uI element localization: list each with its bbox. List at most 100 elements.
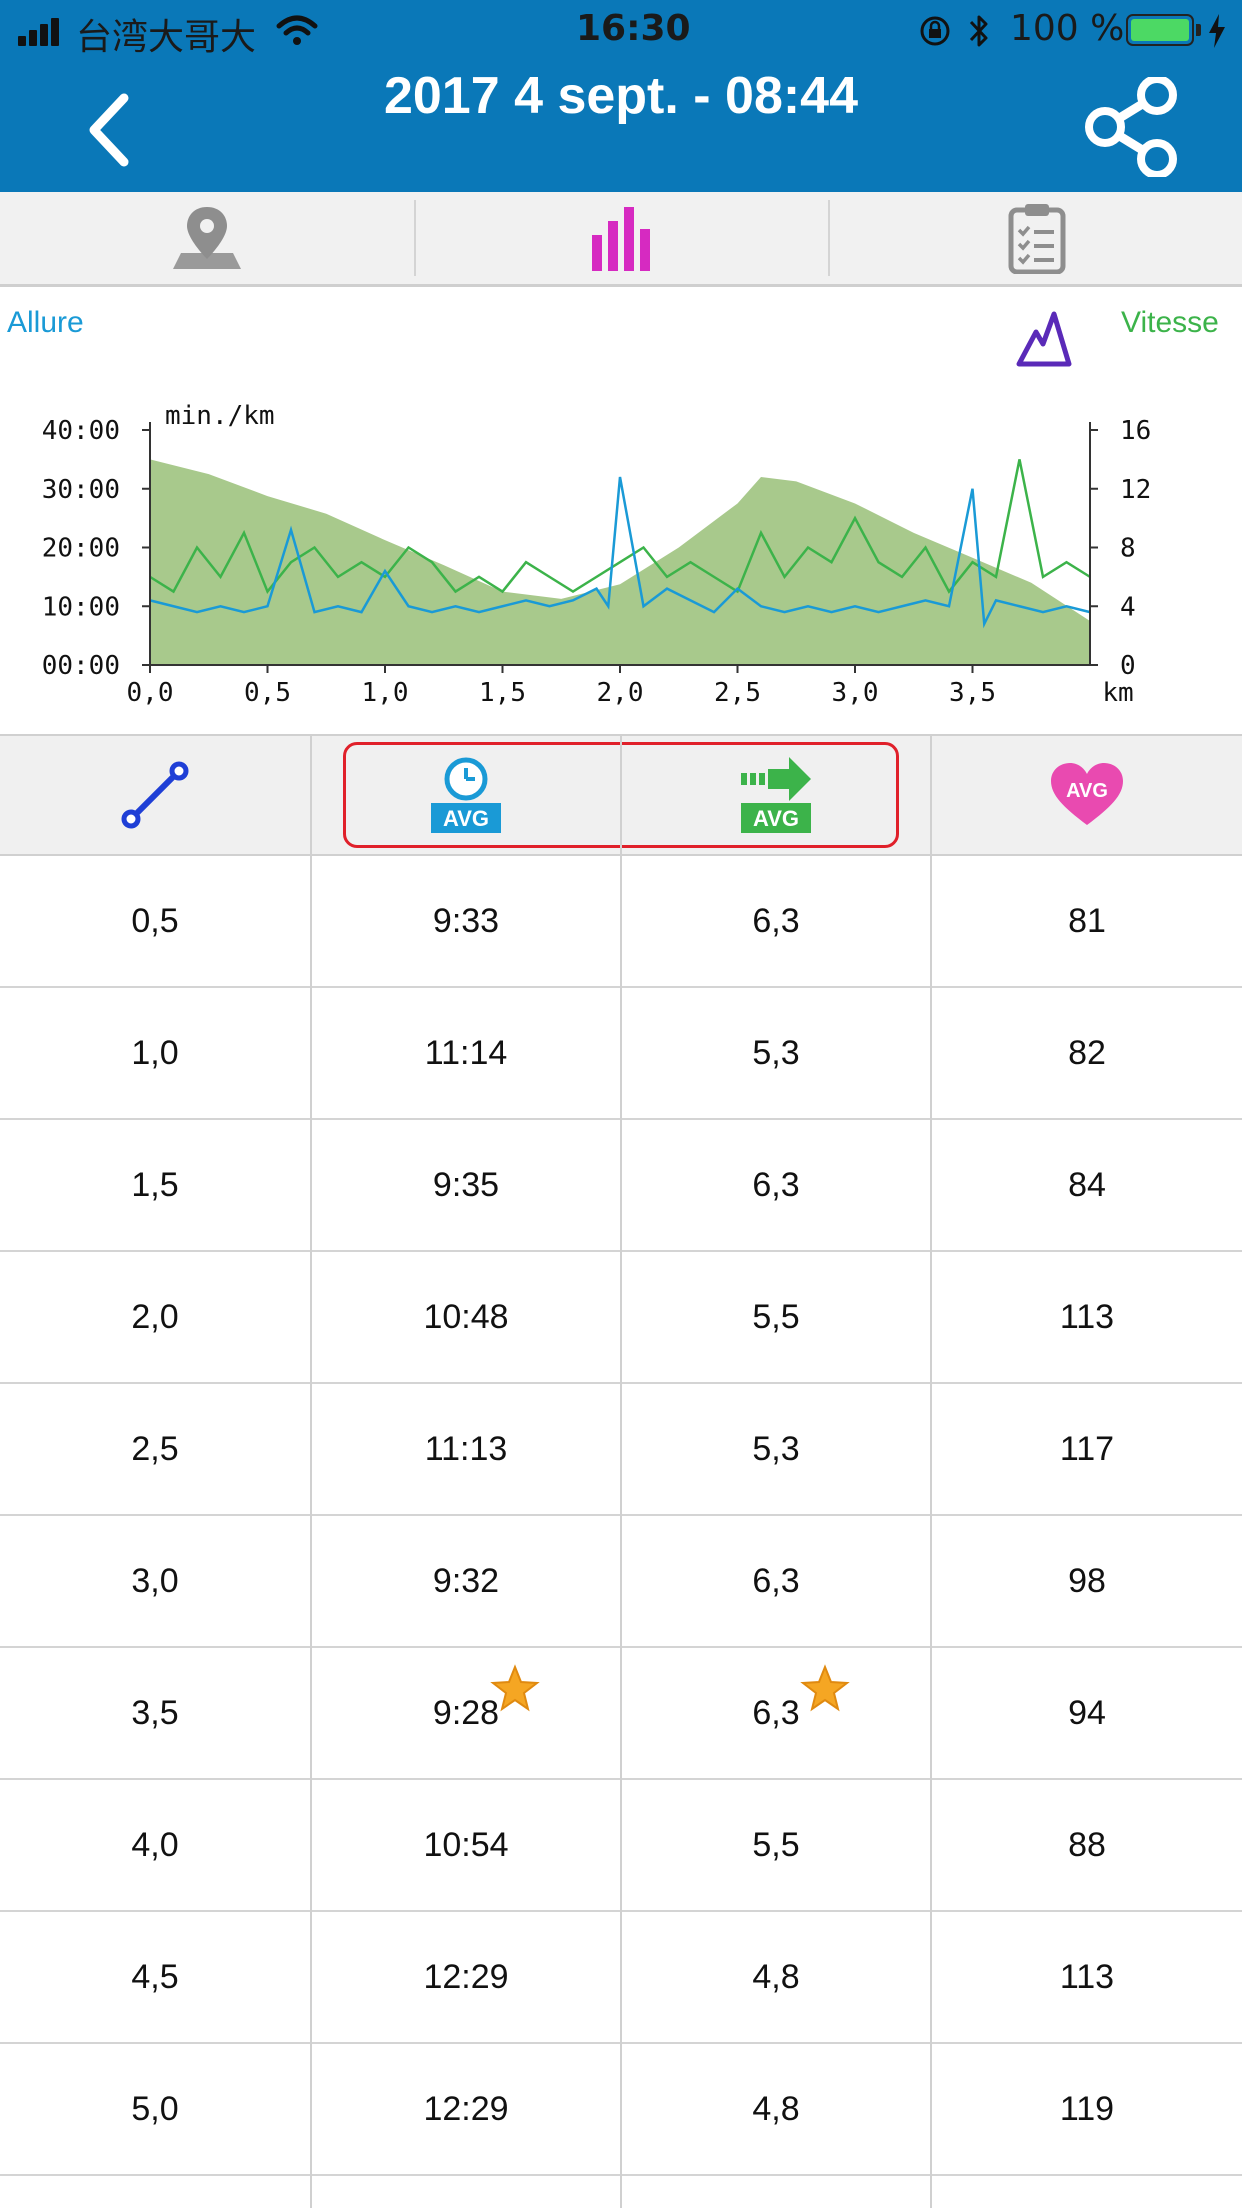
avg-badge-text: AVG	[1066, 780, 1108, 802]
y-left-tick-label: 20:00	[42, 534, 120, 564]
heart-rate-value: 94	[1068, 1693, 1106, 1732]
speed-value: 4,8	[752, 1957, 800, 1996]
y-left-tick-label: 40:00	[42, 416, 120, 446]
speed-value: 6,3	[752, 1561, 800, 1600]
app-header: 台湾大哥大 16:30 100 % 2017 4 sept. - 08:44	[0, 0, 1242, 192]
x-tick-label: 0,0	[127, 678, 174, 708]
x-tick-label: 2,5	[714, 678, 761, 708]
clipboard-icon	[1008, 204, 1066, 274]
elevation-area	[150, 459, 1090, 665]
battery-percent: 100 %	[1010, 8, 1125, 49]
pace-speed-chart: 0,0 0,5 1,0 1,5 2,0 2,5 3,0 3,5 km 00:00 10:00 20:0…	[42, 401, 1152, 708]
speed-value: 5,3	[752, 1429, 800, 1468]
pace-value: 9:35	[432, 1165, 500, 1204]
pace-value: 12:29	[423, 2089, 509, 2128]
km-value: 3,5	[131, 1693, 179, 1732]
heart-rate-value: 113	[1059, 1297, 1115, 1336]
mountain-icon[interactable]	[1016, 310, 1072, 368]
y-right-tick-label: 8	[1120, 534, 1136, 564]
y-left-tick-label: 30:00	[42, 475, 120, 505]
table-row[interactable]: 4,5 12:29 4,8 113	[0, 1912, 1242, 2044]
speed-legend-label[interactable]: Vitesse	[1121, 306, 1219, 339]
view-tab-bar	[0, 192, 1242, 287]
charging-icon	[1209, 14, 1225, 48]
speed-value: 4,8	[752, 2089, 800, 2128]
best-speed-star-icon	[800, 1664, 850, 1714]
tab-map[interactable]	[0, 192, 414, 284]
x-tick-label: 1,0	[362, 678, 409, 708]
heart-rate-value: 98	[1068, 1561, 1106, 1600]
km-value: 0,5	[131, 901, 179, 940]
avg-pace-column-header[interactable]: AVG	[312, 736, 620, 854]
km-value: 4,5	[131, 1957, 179, 1996]
km-value: 1,0	[131, 1033, 179, 1072]
back-button[interactable]	[80, 90, 140, 170]
x-tick-label: 3,0	[832, 678, 879, 708]
avg-heart-rate-column-header[interactable]: AVG	[932, 736, 1242, 854]
bluetooth-icon	[969, 15, 988, 47]
heart-rate-value: 113	[1059, 1957, 1115, 1996]
speed-value: 5,5	[752, 1825, 800, 1864]
avg-speed-column-header[interactable]: AVG	[622, 736, 930, 854]
avg-badge-text: AVG	[443, 806, 489, 831]
y-unit-label: min./km	[165, 401, 275, 431]
speed-value: 5,3	[752, 1033, 800, 1072]
y-right-tick-label: 0	[1120, 651, 1136, 681]
carrier-name: 台湾大哥大	[76, 17, 257, 58]
pace-value: 10:54	[423, 1825, 509, 1864]
table-row[interactable]: 3,5 9:28 6,3 94	[0, 1648, 1242, 1780]
heart-rate-value: 117	[1059, 1429, 1115, 1468]
share-button[interactable]	[1085, 77, 1181, 177]
pace-value: 9:28	[432, 1693, 500, 1732]
heart-rate-value: 82	[1068, 1033, 1106, 1072]
x-unit-label: km	[1102, 678, 1133, 708]
y-right-tick-label: 4	[1120, 592, 1136, 622]
km-value: 1,5	[131, 1165, 179, 1204]
km-value: 2,0	[131, 1297, 179, 1336]
tab-chart[interactable]	[416, 192, 830, 284]
x-tick-label: 0,5	[244, 678, 291, 708]
bar-chart-icon	[592, 207, 650, 271]
pace-legend-label[interactable]: Allure	[7, 306, 84, 339]
km-value: 4,0	[131, 1825, 179, 1864]
y-left-tick-label: 10:00	[42, 592, 120, 622]
km-value: 5,0	[131, 2089, 179, 2128]
heart-rate-value: 88	[1068, 1825, 1106, 1864]
x-tick-label: 3,5	[949, 678, 996, 708]
pace-value: 9:33	[432, 901, 500, 940]
distance-column-header[interactable]	[0, 736, 310, 854]
pace-value: 11:13	[424, 1429, 508, 1468]
avg-heart-rate-icon: AVG	[1051, 763, 1123, 825]
pace-value: 12:29	[423, 1957, 509, 1996]
speed-value: 5,5	[752, 1297, 800, 1336]
status-bar: 台湾大哥大 16:30 100 %	[0, 0, 1242, 62]
avg-speed-icon: AVG	[741, 757, 811, 833]
page-title: 2017 4 sept. - 08:44	[383, 67, 859, 125]
avg-pace-icon: AVG	[431, 757, 501, 833]
heart-rate-value: 84	[1068, 1165, 1106, 1204]
wifi-icon	[276, 15, 318, 45]
tab-details[interactable]	[830, 192, 1242, 284]
battery-icon	[1126, 14, 1194, 46]
km-value: 2,5	[131, 1429, 179, 1468]
orientation-lock-icon	[920, 16, 950, 46]
speed-value: 6,3	[752, 901, 800, 940]
speed-series-line	[149, 459, 1091, 595]
pace-value: 9:32	[432, 1561, 500, 1600]
speed-value: 6,3	[752, 1165, 800, 1204]
pace-value: 11:14	[424, 1033, 508, 1072]
km-value: 3,0	[131, 1561, 179, 1600]
pace-value: 10:48	[423, 1297, 509, 1336]
x-tick-label: 2,0	[597, 678, 644, 708]
signal-strength-icon	[18, 16, 68, 46]
speed-value: 6,3	[752, 1693, 800, 1732]
status-time: 16:30	[576, 8, 691, 49]
x-tick-label: 1,5	[479, 678, 526, 708]
map-pin-icon	[173, 207, 241, 269]
avg-badge-text: AVG	[753, 806, 799, 831]
best-pace-star-icon	[490, 1664, 540, 1714]
y-left-tick-label: 00:00	[42, 651, 120, 681]
distance-icon	[121, 761, 189, 829]
y-right-tick-label: 16	[1120, 416, 1151, 446]
pace-series-line	[149, 476, 1091, 629]
